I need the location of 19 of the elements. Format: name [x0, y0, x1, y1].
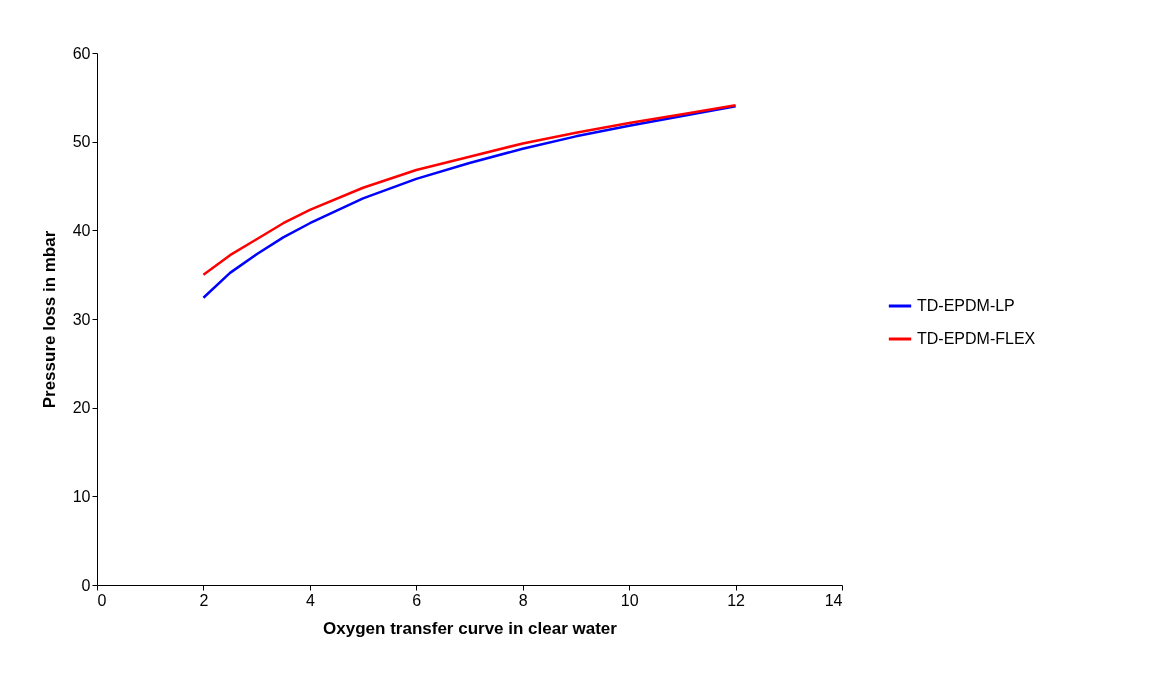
y-tick-label: 60	[72, 44, 91, 62]
x-tick-label: 0	[97, 591, 107, 609]
x-tick-label: 4	[305, 591, 315, 609]
x-tick-label: 10	[620, 591, 639, 609]
y-tick-label: 30	[72, 310, 91, 328]
y-tick-label: 10	[72, 487, 91, 505]
y-tick-label: 20	[72, 399, 91, 417]
x-axis-title: Oxygen transfer curve in clear water	[323, 618, 618, 638]
y-tick-label: 50	[72, 133, 91, 151]
x-tick-label: 2	[199, 591, 209, 609]
y-tick-label: 40	[72, 221, 91, 239]
legend-label: TD-EPDM-FLEX	[917, 330, 1036, 347]
x-tick-label: 12	[727, 591, 746, 609]
legend-label: TD-EPDM-LP	[917, 297, 1015, 314]
x-tick-label: 6	[412, 591, 422, 609]
x-tick-label: 8	[518, 591, 528, 609]
x-tick-label: 14	[824, 591, 843, 609]
y-axis-title: Pressure loss in mbar	[39, 230, 59, 409]
y-tick-label: 0	[81, 576, 91, 594]
